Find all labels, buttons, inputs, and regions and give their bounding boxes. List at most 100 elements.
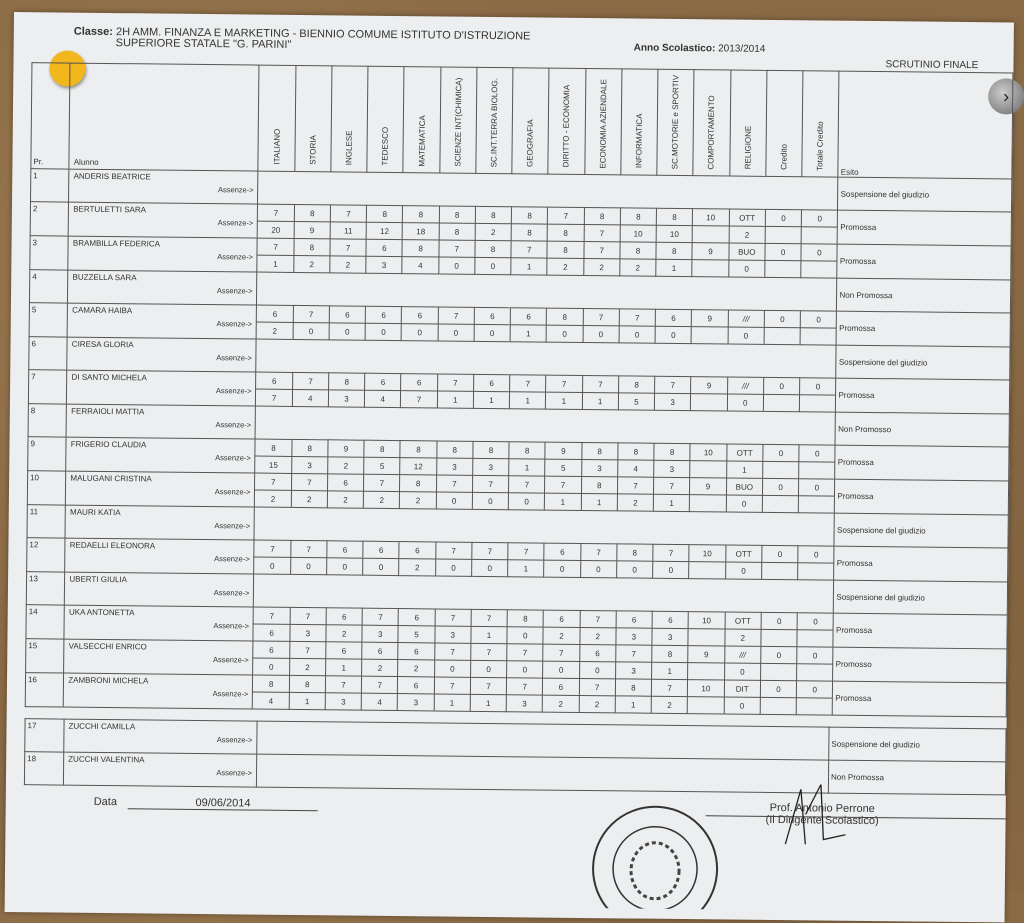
- col-subject-label: INGLESE: [344, 130, 354, 166]
- student-number: 14: [25, 604, 65, 640]
- grade-cell: 10: [687, 679, 725, 697]
- col-subject: ECONOMIA AZIENDALE: [584, 68, 622, 175]
- absence-cell: 20: [257, 221, 295, 239]
- grade-cell: 7: [290, 540, 327, 558]
- absence-cell: [688, 561, 726, 579]
- grade-cell: 10: [692, 208, 730, 226]
- absence-cell: 2: [399, 491, 437, 509]
- absence-cell: 4: [402, 256, 439, 274]
- grade-cell: 0: [796, 646, 834, 665]
- grade-cell: 7: [545, 375, 583, 393]
- student-name: UBERTI GIULIA: [69, 574, 128, 585]
- col-subject-label: Totale Credito: [815, 121, 826, 171]
- esito-cell: Sospensione del giudizio: [836, 345, 1011, 380]
- grade-cell: 0: [798, 478, 836, 497]
- assenze-label: Assenze->: [216, 735, 253, 745]
- grade-cell: 0: [800, 310, 837, 329]
- absence-cell: 1: [470, 626, 508, 644]
- absence-cell: 2: [724, 628, 762, 647]
- grade-cell: 8: [581, 442, 618, 460]
- student-name: ZUCCHI VALENTINA: [68, 754, 145, 765]
- col-subject: TEDESCO: [367, 66, 405, 173]
- grade-cell: 7: [325, 675, 362, 694]
- absence-cell: 6: [253, 624, 290, 642]
- absence-cell: [800, 327, 837, 346]
- absence-cell: 1: [510, 324, 547, 343]
- grade-cell: 6: [401, 306, 439, 324]
- absence-cell: 3: [365, 256, 403, 274]
- grade-cell: 7: [651, 679, 688, 697]
- absence-cell: 2: [397, 659, 435, 677]
- student-cell: REDAELLI ELEONORA Assenze->: [64, 538, 255, 575]
- grade-cell: 7: [582, 375, 619, 393]
- absence-cell: 4: [617, 459, 654, 478]
- col-subject-label: INFORMATICA: [634, 113, 644, 169]
- esito-cell: Sospensione del giudizio: [834, 513, 1009, 548]
- grade-cell: 7: [583, 241, 620, 259]
- absence-cell: [799, 394, 837, 413]
- student-number: 13: [26, 571, 65, 606]
- grade-cell: 7: [506, 677, 543, 696]
- absence-cell: 1: [325, 658, 362, 677]
- absence-cell: 0: [543, 560, 581, 578]
- absence-cell: 1: [726, 460, 763, 479]
- absence-cell: 0: [546, 325, 583, 343]
- student-number: 1: [30, 168, 70, 203]
- assenze-label: Assenze->: [214, 554, 250, 564]
- grade-cell: 9: [327, 439, 365, 458]
- grade-cell: 6: [579, 644, 616, 662]
- table-header-row: Pr. Alunno ITALIANO STORIA INGLESE TEDESCO M…: [30, 62, 1013, 179]
- grade-cell: 8: [511, 206, 548, 225]
- student-cell: FERRAIOLI MATTIA Assenze->: [66, 404, 256, 440]
- grade-cell: 6: [655, 309, 692, 327]
- absence-cell: [764, 327, 801, 345]
- grade-cell: 7: [329, 238, 367, 257]
- absence-cell: 2: [547, 258, 584, 276]
- student-name: FRIGERIO CLAUDIA: [70, 439, 147, 450]
- grade-cell: 6: [364, 373, 402, 391]
- esito-cell: Promossa: [835, 378, 1010, 414]
- absence-cell: 1: [288, 692, 326, 710]
- student-name: REDAELLI ELEONORA: [69, 540, 156, 551]
- grade-cell: 9: [545, 442, 582, 460]
- grade-cell: 7: [254, 473, 292, 491]
- grade-cell: ///: [724, 645, 761, 664]
- grade-cell: 8: [620, 207, 657, 226]
- grade-cell: BUO: [728, 242, 766, 261]
- esito-cell: Promosso: [833, 647, 1007, 683]
- assenze-label: Assenze->: [212, 689, 249, 699]
- absence-cell: 1: [545, 392, 583, 410]
- absence-cell: 1: [544, 493, 582, 511]
- student-name: BRAMBILLA FEDERICA: [72, 238, 161, 249]
- absence-cell: 1: [655, 259, 693, 277]
- grade-cell: 8: [293, 238, 331, 256]
- col-subject-label: ECONOMIA AZIENDALE: [598, 78, 609, 169]
- grade-cell: 6: [327, 473, 364, 492]
- grade-cell: 7: [436, 474, 473, 493]
- grade-cell: 0: [797, 612, 834, 631]
- assenze-label: Assenze->: [213, 655, 249, 665]
- esito-cell: Promossa: [833, 613, 1008, 649]
- col-subject: COMPORTAMENTO: [693, 69, 731, 177]
- grade-cell: 8: [366, 205, 403, 223]
- grade-cell: 0: [763, 377, 800, 395]
- esito-cell: Sospensione del giudizio: [833, 580, 1008, 615]
- student-name: MALUGANI CRISTINA: [70, 473, 152, 484]
- esito-cell: Non Promosso: [835, 412, 1010, 447]
- student-name: ZAMBRONI MICHELA: [68, 675, 149, 686]
- grade-cell: 6: [362, 541, 400, 559]
- absence-cell: 3: [506, 694, 543, 713]
- grade-cell: 10: [688, 611, 725, 629]
- absence-cell: 3: [434, 625, 471, 644]
- absence-cell: [760, 629, 798, 647]
- absence-cell: 0: [652, 561, 690, 579]
- grade-cell: 0: [762, 478, 799, 496]
- absence-cell: 2: [399, 558, 436, 576]
- grade-cell: 8: [328, 372, 365, 391]
- grade-cell: 7: [434, 642, 471, 661]
- esito-cell: Promossa: [836, 311, 1011, 347]
- grades-table-continued: 17 ZUCCHI CAMILLA Assenze-> Sospensione del…: [24, 718, 1007, 795]
- grade-cell: 7: [363, 474, 401, 492]
- student-number: 11: [26, 504, 66, 539]
- esito-cell: Promossa: [832, 681, 1007, 717]
